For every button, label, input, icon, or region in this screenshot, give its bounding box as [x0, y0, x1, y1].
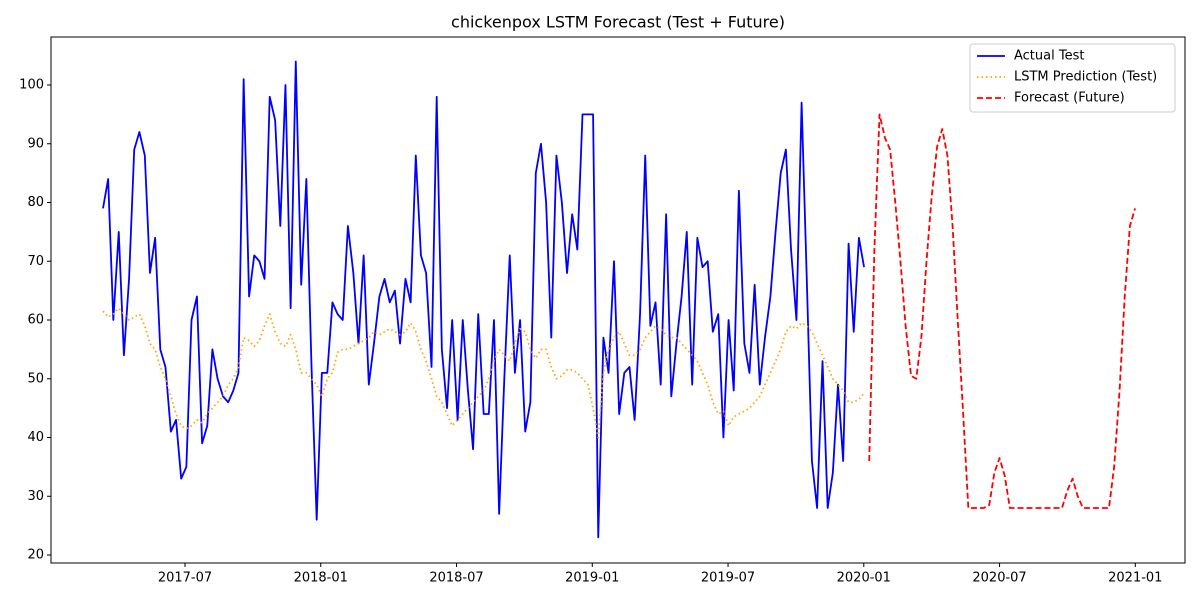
legend-label: Actual Test	[1014, 49, 1084, 64]
x-tick-label: 2019-07	[701, 571, 755, 586]
x-tick-label: 2021-01	[1108, 571, 1162, 586]
y-tick-label: 80	[27, 195, 44, 210]
x-tick-label: 2020-01	[837, 571, 891, 586]
x-tick-label: 2018-01	[294, 571, 348, 586]
legend-box	[969, 43, 1176, 113]
y-tick-label: 70	[27, 254, 44, 269]
legend-label: LSTM Prediction (Test)	[1014, 70, 1157, 85]
legend-label: Forecast (Future)	[1014, 91, 1125, 106]
y-tick-label: 60	[27, 313, 44, 328]
y-tick-label: 90	[27, 136, 44, 151]
x-tick-label: 2018-07	[429, 571, 483, 586]
plot-frame	[50, 36, 1186, 564]
x-tick-label: 2020-07	[972, 571, 1026, 586]
y-tick-label: 40	[27, 430, 44, 445]
y-tick-label: 100	[19, 77, 44, 92]
y-tick-label: 20	[27, 548, 44, 563]
series-line	[102, 60, 865, 539]
y-tick-label: 50	[27, 371, 44, 386]
x-tick-label: 2017-07	[158, 571, 212, 586]
x-tick-label: 2019-01	[565, 571, 619, 586]
y-tick-label: 30	[27, 489, 44, 504]
series-line	[102, 307, 865, 439]
series-line	[868, 113, 1136, 509]
chart-title: chickenpox LSTM Forecast (Test + Future)	[451, 13, 785, 32]
